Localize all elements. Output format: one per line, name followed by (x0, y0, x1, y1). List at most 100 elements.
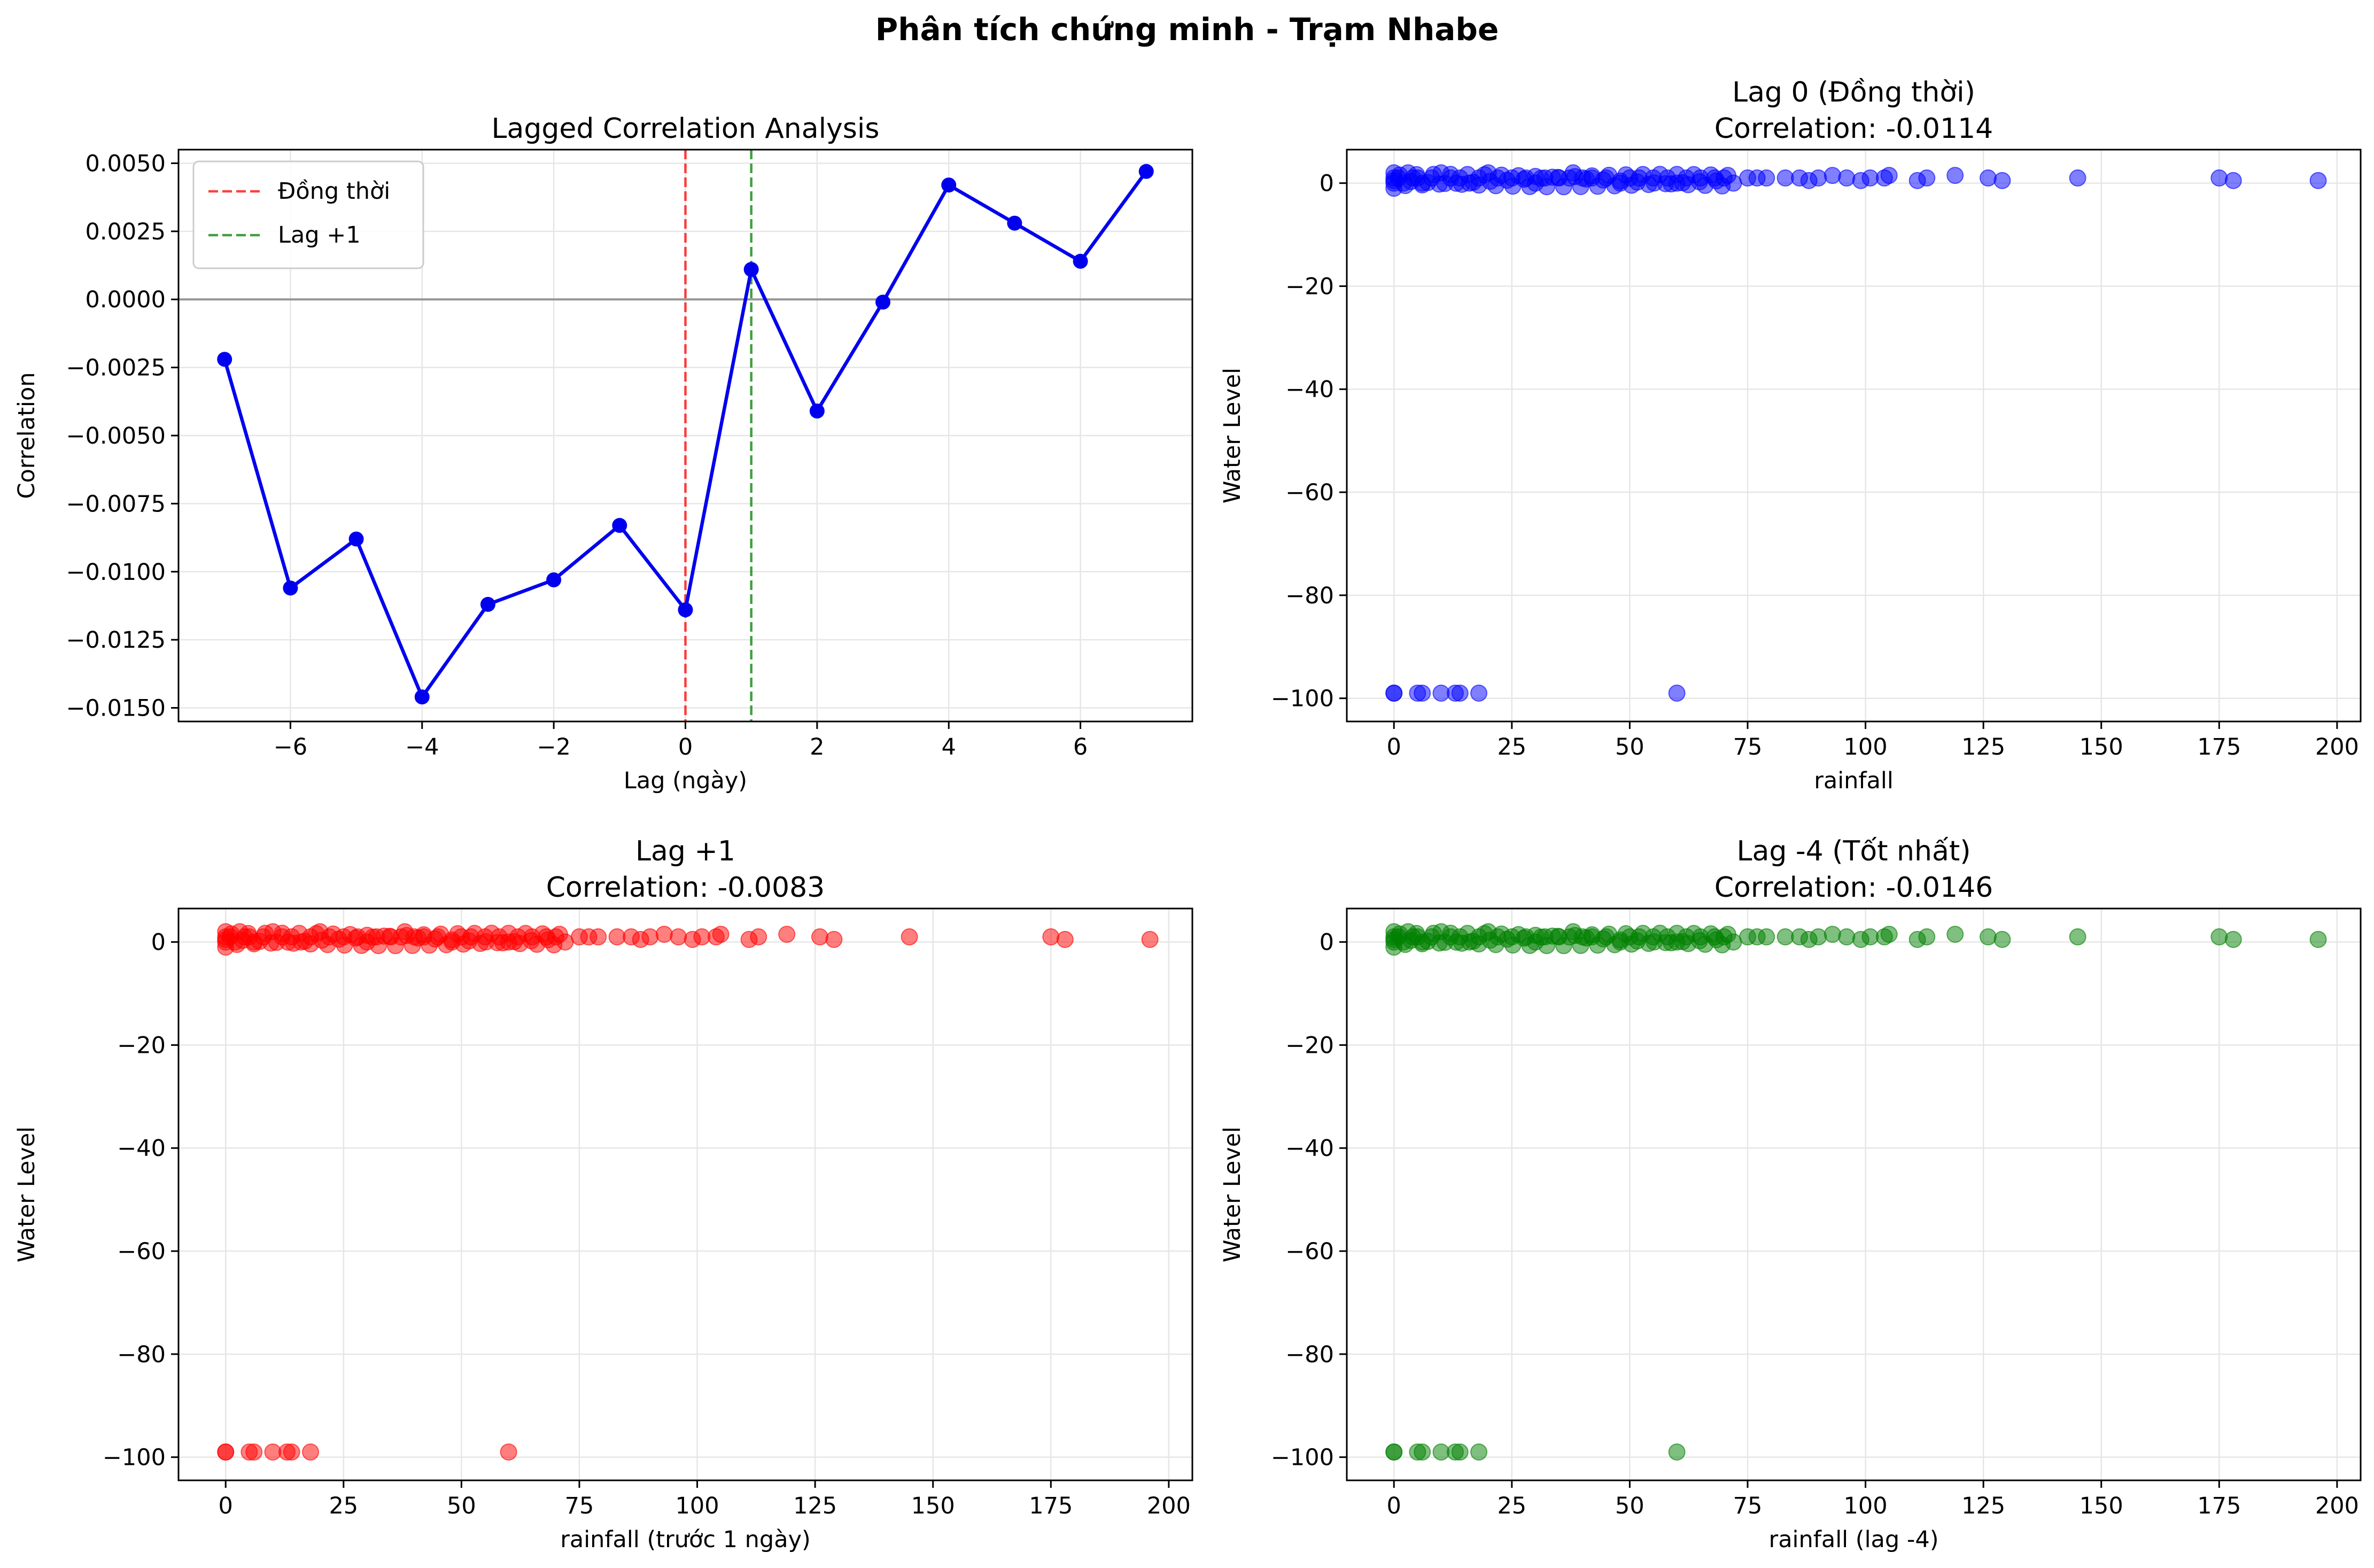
y-tick-label: −80 (1285, 583, 1334, 609)
scatter-point (1042, 928, 1060, 946)
y-tick-label: −40 (117, 1135, 166, 1162)
y-tick-label: −100 (1271, 686, 1334, 712)
scatter-point (712, 926, 730, 943)
figure-title: Phân tích chứng minh - Trạm Nhabe (875, 11, 1499, 48)
y-tick-label: −20 (1285, 273, 1334, 300)
scatter-point (302, 1443, 320, 1461)
x-tick-label: 75 (1733, 734, 1763, 760)
y-tick-label: −60 (117, 1238, 166, 1265)
x-axis-label: rainfall (trước 1 ngày) (560, 1526, 811, 1553)
x-tick-label: 50 (1615, 1493, 1644, 1519)
y-tick-label: 0.0025 (86, 219, 166, 245)
x-tick-label: −6 (274, 734, 307, 760)
scatter-point (778, 926, 796, 943)
x-tick-label: 75 (1733, 1493, 1763, 1519)
scatter-point (1385, 684, 1403, 702)
x-tick-label: 50 (447, 1493, 476, 1519)
x-tick-label: 150 (2080, 1493, 2123, 1519)
scatter-point (1470, 1443, 1488, 1461)
correlation-data-point (941, 177, 957, 193)
scatter-point (811, 928, 828, 946)
y-tick-label: −0.0100 (66, 559, 166, 586)
x-tick-label: 150 (2080, 734, 2123, 760)
scatter-point (1880, 167, 1898, 184)
x-tick-label: 175 (2197, 734, 2241, 760)
chart-title: Lagged Correlation Analysis (492, 113, 880, 145)
correlation-data-point (875, 294, 891, 310)
scatter-point (1385, 1443, 1403, 1461)
x-tick-label: −2 (537, 734, 570, 760)
y-tick-label: 0.0000 (86, 286, 166, 313)
x-tick-label: 25 (1497, 1493, 1526, 1519)
scatter-point (589, 928, 607, 946)
x-tick-label: 25 (1497, 734, 1526, 760)
scatter-point (2069, 928, 2086, 946)
x-axis-label: rainfall (lag -4) (1769, 1526, 1939, 1553)
scatter-lag-4-chart: 0 25 50 75 100 125 150 175 200 −100 −80 −60 −40 −20 0 r… (1219, 835, 2362, 1553)
scatter-point (2210, 169, 2228, 187)
legend-label: Đồng thời (278, 178, 390, 205)
y-tick-label: 0 (1320, 170, 1334, 197)
y-tick-label: −100 (1271, 1445, 1334, 1471)
x-tick-label: 25 (329, 1493, 358, 1519)
scatter-point (1470, 684, 1488, 702)
y-tick-label: −0.0050 (66, 423, 166, 449)
x-tick-label: 0 (1387, 1493, 1401, 1519)
axes-frame (1346, 907, 2362, 1481)
scatter-point (1946, 926, 1964, 943)
scatter-point (245, 1443, 263, 1461)
scatter-point (825, 930, 843, 948)
correlation-data-point (348, 531, 364, 547)
y-axis-label: Water Level (13, 1127, 40, 1262)
y-tick-label: −0.0125 (66, 627, 166, 654)
x-tick-label: 2 (810, 734, 824, 760)
scatter-point (1758, 928, 1775, 946)
scatter-point (1918, 169, 1936, 187)
x-tick-label: 100 (676, 1493, 719, 1519)
x-tick-label: 200 (2315, 1493, 2359, 1519)
scatter-point (2224, 930, 2242, 948)
scatter-point (1668, 1443, 1686, 1461)
y-tick-label: 0.0050 (86, 150, 166, 177)
scatter-point (1758, 169, 1775, 187)
correlation-data-point (414, 689, 430, 705)
correlation-data-point (678, 602, 693, 618)
x-tick-label: 75 (565, 1493, 594, 1519)
axes-frame (177, 907, 1193, 1481)
y-axis-label: Water Level (1219, 368, 1246, 503)
y-tick-label: −60 (1285, 479, 1334, 506)
x-tick-label: 6 (1073, 734, 1088, 760)
chart-subtitle: Correlation: -0.0114 (1714, 113, 1993, 145)
scatter-lag1-chart: 0 25 50 75 100 125 150 175 200 −100 −80 −60 −40 −20 0 r… (13, 835, 1193, 1553)
legend-box (192, 160, 424, 269)
x-tick-label: 175 (1029, 1493, 1073, 1519)
scatter-point (1810, 169, 1827, 187)
correlation-data-point (1073, 253, 1088, 269)
correlation-data-point (480, 596, 495, 612)
scatter-point (1451, 1443, 1469, 1461)
chart-title: Lag +1 (635, 835, 735, 867)
x-tick-label: 0 (1387, 734, 1401, 760)
scatter-point (1838, 928, 1856, 946)
correlation-data-point (546, 572, 562, 588)
scatter-point (1668, 684, 1686, 702)
correlation-data-point (1138, 164, 1154, 179)
y-tick-label: −20 (1285, 1032, 1334, 1059)
lagged-correlation-chart: −6 −4 −2 0 2 4 6 −0.0150 −0.0125 −0.0100 −0.0075 −0… (13, 113, 1193, 794)
legend-label: Lag +1 (278, 222, 361, 249)
scatter-point (1824, 926, 1841, 943)
scatter-point (1979, 169, 1997, 187)
scatter-point (1414, 684, 1431, 702)
x-tick-label: 100 (1844, 1493, 1888, 1519)
x-tick-label: 150 (911, 1493, 955, 1519)
y-tick-label: −80 (117, 1341, 166, 1368)
x-tick-label: 200 (1147, 1493, 1191, 1519)
chart-subtitle: Correlation: -0.0146 (1714, 872, 1993, 904)
scatter-point (655, 926, 673, 943)
chart-title: Lag -4 (Tốt nhất) (1737, 835, 1971, 867)
scatter-point (1993, 930, 2011, 948)
scatter-point (2210, 928, 2228, 946)
y-axis-label: Correlation (13, 372, 40, 499)
scatter-point (1824, 167, 1841, 184)
scatter-point (1056, 930, 1074, 948)
